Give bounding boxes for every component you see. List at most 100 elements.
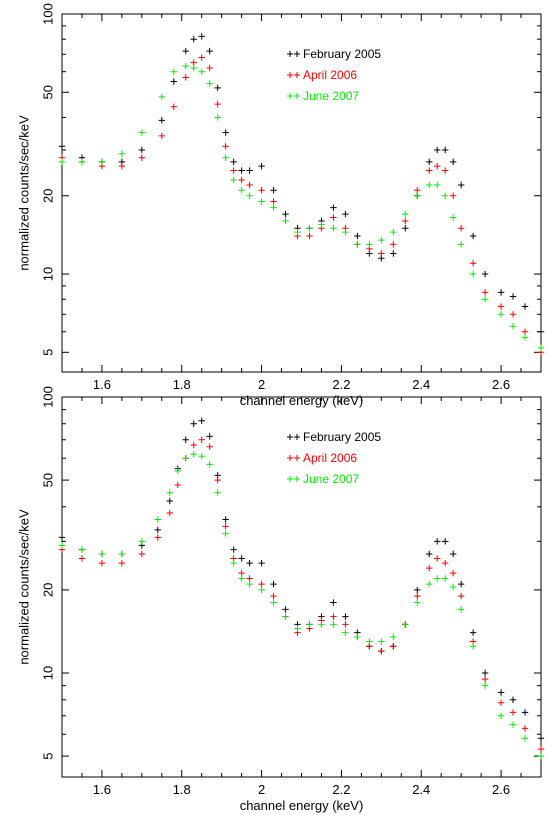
data-point	[246, 559, 253, 567]
data-point	[434, 146, 441, 154]
data-point	[521, 328, 529, 335]
series-2	[58, 451, 545, 760]
data-point	[154, 534, 161, 541]
series-1	[58, 54, 545, 356]
data-point	[170, 103, 177, 110]
series-1	[58, 436, 545, 753]
data-point	[521, 735, 529, 742]
x-tick-label: 2.2	[332, 377, 350, 392]
plot-frame	[61, 13, 542, 373]
data-point	[402, 217, 409, 225]
data-point	[481, 682, 489, 689]
y-tick-label: 20	[41, 583, 56, 597]
data-point	[342, 210, 349, 218]
data-point	[414, 599, 421, 606]
data-point	[414, 187, 421, 194]
data-point	[222, 154, 229, 161]
data-point	[174, 481, 181, 489]
data-point	[166, 509, 173, 517]
data-point	[230, 176, 237, 184]
data-point	[354, 633, 361, 641]
legend-entry-label: June 2007	[303, 472, 359, 486]
data-point	[154, 526, 161, 534]
data-point	[457, 580, 465, 588]
data-point	[414, 586, 421, 594]
data-point	[206, 443, 213, 451]
data-point	[230, 167, 237, 174]
legend-marker	[287, 51, 293, 57]
data-point	[509, 696, 517, 703]
data-point	[330, 613, 337, 620]
data-point	[306, 621, 313, 628]
data-point	[481, 296, 489, 303]
series-0	[58, 33, 545, 335]
data-point	[354, 232, 361, 240]
data-point	[378, 236, 385, 244]
data-point	[118, 550, 126, 558]
y-tick-label: 20	[41, 189, 56, 203]
y-tick-label: 50	[41, 473, 56, 487]
data-point	[457, 241, 465, 248]
data-point	[170, 68, 177, 75]
data-point	[330, 621, 337, 628]
data-point	[206, 80, 213, 87]
series-2	[58, 62, 545, 352]
data-point	[198, 417, 205, 424]
data-point	[481, 675, 489, 683]
data-point	[198, 33, 205, 40]
data-point	[174, 467, 181, 475]
data-point	[457, 606, 465, 613]
data-point	[98, 158, 106, 166]
data-point	[190, 64, 197, 72]
data-point	[434, 162, 441, 170]
y-axis-label: normalized counts/sec/keV	[17, 509, 32, 665]
data-point	[449, 192, 457, 199]
data-point	[206, 47, 213, 55]
data-point	[270, 204, 277, 211]
data-point	[306, 232, 313, 240]
legend-marker	[294, 72, 300, 78]
data-point	[118, 162, 126, 170]
data-point	[182, 455, 189, 462]
data-point	[98, 550, 106, 558]
data-point	[58, 542, 66, 549]
data-point	[426, 181, 433, 189]
data-point	[246, 167, 253, 174]
data-point	[318, 221, 325, 228]
legend-marker	[294, 434, 300, 440]
data-point	[118, 150, 126, 157]
data-point	[521, 334, 529, 341]
data-point	[497, 289, 505, 296]
legend-marker	[287, 93, 293, 99]
data-point	[481, 669, 489, 677]
data-point	[414, 592, 421, 600]
data-point	[537, 328, 545, 335]
data-point	[214, 114, 221, 121]
y-tick-label: 100	[41, 386, 56, 408]
data-point	[138, 129, 146, 136]
data-point	[230, 546, 237, 553]
data-point	[521, 303, 529, 310]
data-point	[318, 621, 325, 628]
data-point	[138, 550, 146, 558]
data-point	[222, 523, 229, 530]
legend-entry-label: February 2005	[303, 430, 381, 444]
y-tick-label: 50	[41, 85, 56, 99]
data-point	[537, 344, 545, 352]
data-point	[270, 187, 277, 194]
x-tick-label: 1.6	[93, 782, 111, 797]
legend-marker	[294, 93, 300, 99]
legend-marker	[287, 72, 293, 78]
legend-marker	[287, 455, 293, 461]
data-point	[158, 117, 165, 124]
y-tick-label: 5	[41, 349, 56, 356]
data-point	[170, 78, 177, 85]
data-point	[190, 35, 197, 43]
data-point	[138, 538, 146, 545]
data-point	[182, 436, 189, 443]
x-tick-label: 2	[258, 377, 265, 392]
data-point	[258, 187, 265, 194]
x-tick-label: 2.6	[492, 782, 510, 797]
data-point	[449, 550, 457, 558]
data-point	[182, 62, 189, 70]
